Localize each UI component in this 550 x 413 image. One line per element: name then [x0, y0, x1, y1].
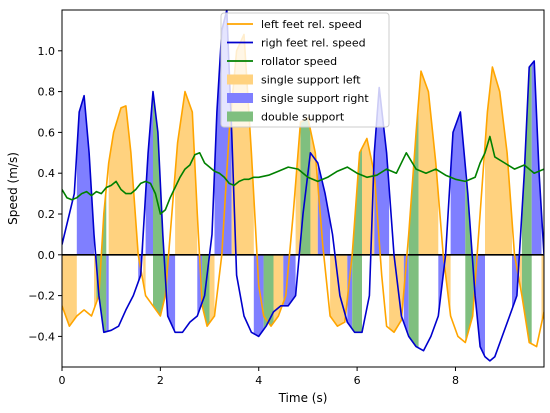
x-tick-label: 8 [452, 374, 459, 387]
y-tick-label: −0.4 [28, 330, 55, 343]
legend-swatch-patch [227, 93, 253, 103]
x-tick-label: 0 [59, 374, 66, 387]
legend-label: single support left [261, 74, 361, 87]
single-support-left-area [389, 254, 404, 333]
left-foot-speed-line [62, 33, 544, 348]
single-support-left-area [541, 254, 544, 324]
double-support-area [96, 254, 107, 333]
y-tick-label: −0.2 [28, 290, 55, 303]
single-support-right-area [531, 61, 542, 255]
single-support-left-area [94, 254, 97, 310]
double-support-area [521, 254, 532, 344]
single-support-left-area [295, 122, 301, 255]
x-tick-label: 2 [157, 374, 164, 387]
y-tick-label: 0.6 [38, 126, 56, 139]
y-tick-label: 0.2 [38, 208, 56, 221]
single-support-right-area [475, 254, 485, 357]
single-support-right-area [106, 254, 109, 332]
single-support-left-area [485, 67, 512, 255]
single-support-right-area [138, 234, 144, 282]
legend-label: double support [261, 111, 345, 124]
double-support-area [408, 254, 419, 348]
single-support-left-area [175, 91, 198, 255]
legend-label: rollator speed [261, 55, 337, 68]
double-support-area [153, 91, 168, 316]
single-support-left-area [62, 254, 77, 327]
legend-label: left feet rel. speed [261, 18, 362, 31]
x-tick-label: 4 [255, 374, 262, 387]
x-tick-label: 6 [354, 374, 361, 387]
y-tick-label: 0.0 [38, 249, 56, 262]
single-support-right-area [253, 254, 264, 337]
single-support-right-area [167, 254, 176, 333]
single-support-right-area [450, 112, 466, 255]
double-support-area [465, 254, 476, 343]
y-tick-label: 1.0 [38, 45, 56, 58]
double-support-area [521, 64, 532, 255]
single-support-left-area [418, 71, 439, 255]
legend-swatch-patch [227, 74, 253, 85]
single-support-left-area [209, 254, 215, 323]
y-axis-label: Speed (m/s) [6, 152, 20, 225]
x-axis-label: Time (s) [278, 391, 328, 405]
single-support-right-area [374, 87, 390, 255]
single-support-right-area [76, 95, 94, 255]
single-support-left-area [273, 254, 284, 323]
legend-label: single support right [261, 92, 369, 105]
legend-swatch-patch [227, 111, 253, 122]
legend-box [220, 12, 390, 128]
double-support-area [352, 254, 362, 333]
single-support-left-area [108, 105, 139, 255]
y-tick-label: 0.4 [38, 167, 56, 180]
right-foot-speed-line [62, 10, 544, 362]
single-support-right-area [145, 91, 153, 255]
single-support-right-area [347, 254, 353, 329]
rollator-speed-line [62, 135, 544, 215]
legend-label: righ feet rel. speed [261, 37, 366, 50]
plot-frame [61, 9, 545, 368]
y-tick-label: 0.8 [38, 86, 56, 99]
double-support-area [263, 254, 274, 330]
